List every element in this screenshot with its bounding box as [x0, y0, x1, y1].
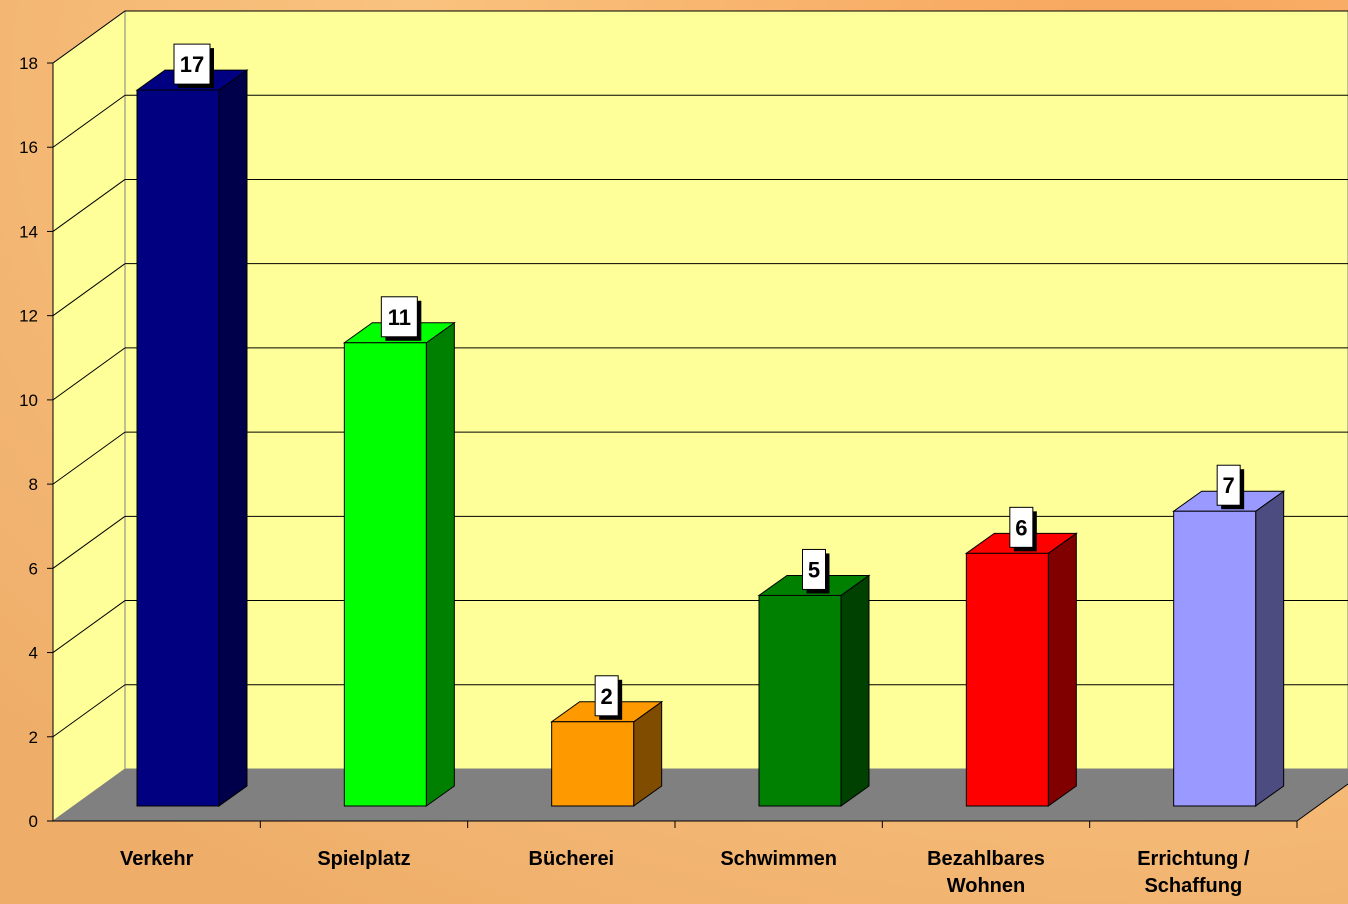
grid-line	[52, 94, 126, 148]
y-tick-label: 8	[29, 475, 38, 494]
x-tick-label: Bezahlbares Wohnen	[927, 848, 1045, 897]
y-tick-label: 2	[29, 728, 38, 747]
bar	[1173, 510, 1257, 807]
data-label: 17	[180, 52, 204, 77]
bar-side	[1255, 490, 1285, 807]
grid-line	[52, 600, 126, 653]
back-wall	[124, 10, 1348, 770]
bar	[965, 552, 1049, 807]
y-tick-label: 0	[29, 812, 38, 831]
grid-line	[52, 431, 126, 485]
y-tick-label: 12	[19, 307, 38, 326]
floor-edge	[1296, 783, 1348, 822]
bar-side	[1047, 532, 1077, 807]
bar-side	[425, 321, 455, 807]
x-tick-label: Errichtung / Schaffung	[1137, 848, 1250, 897]
grid-line	[52, 515, 126, 569]
label-box	[802, 548, 826, 590]
y-tick-label: 4	[29, 644, 38, 663]
bar	[343, 342, 427, 807]
y-tick-label: 10	[19, 391, 38, 410]
y-tick-label: 14	[19, 222, 38, 241]
label-box	[380, 296, 418, 338]
bar	[551, 721, 635, 807]
label-box	[1009, 506, 1034, 548]
data-label: 2	[601, 684, 613, 709]
y-tick-label: 16	[19, 138, 38, 157]
x-tick-label: Bücherei	[529, 848, 615, 870]
label-box	[1216, 464, 1241, 506]
x-tick-label: Verkehr	[120, 848, 194, 870]
grid-line	[52, 684, 126, 738]
bar	[136, 89, 220, 807]
bar	[758, 594, 842, 807]
data-label: 6	[1015, 515, 1027, 540]
grid-line	[52, 10, 126, 64]
bar-side	[840, 574, 870, 807]
data-label: 5	[808, 557, 820, 582]
grid-line	[52, 179, 126, 232]
label-box	[594, 675, 619, 717]
grid-line	[52, 347, 126, 401]
y-tick-label: 18	[19, 54, 38, 73]
data-label: 7	[1223, 473, 1235, 498]
bar-side	[218, 69, 248, 807]
grid-line	[52, 263, 126, 317]
y-tick-label: 6	[29, 559, 38, 578]
label-box	[173, 43, 211, 85]
x-tick-label: Schwimmen	[720, 848, 837, 870]
x-tick-label: Spielplatz	[317, 848, 410, 870]
side-wall	[52, 10, 126, 822]
data-label: 11	[388, 305, 411, 330]
